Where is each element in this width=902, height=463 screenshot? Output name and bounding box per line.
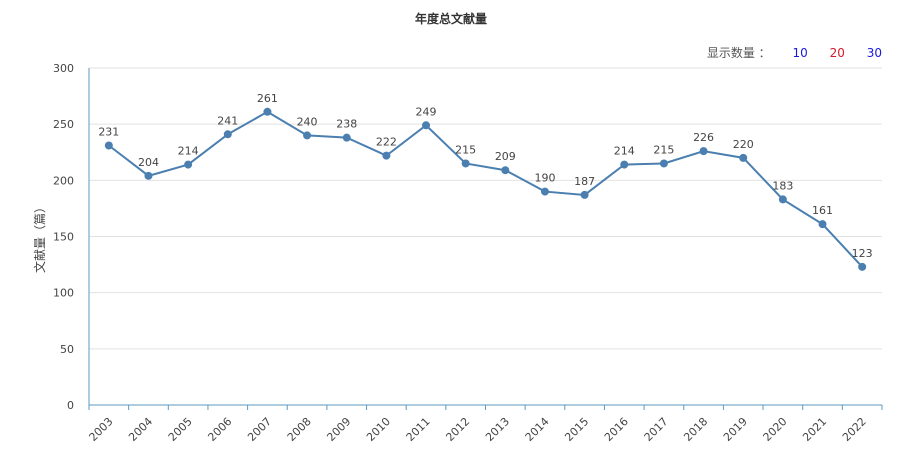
- data-point[interactable]: [422, 121, 431, 130]
- grid-lines: [89, 67, 882, 350]
- x-axis: 2003 2004 2005 2006 2007 2008 2009 2010 2011 2012…: [87, 404, 883, 444]
- count-option-30[interactable]: 30: [866, 46, 882, 60]
- x-tick-label: 2007: [245, 415, 274, 444]
- x-tick-label: 2003: [87, 415, 116, 444]
- data-point[interactable]: [659, 159, 668, 168]
- y-tick-label: 50: [60, 343, 74, 356]
- data-point[interactable]: [104, 141, 113, 150]
- data-label: 240: [297, 115, 318, 128]
- data-point[interactable]: [540, 187, 549, 196]
- count-option-10[interactable]: 10: [792, 46, 808, 60]
- data-point[interactable]: [382, 151, 391, 160]
- data-label: 222: [376, 136, 397, 149]
- data-point[interactable]: [342, 133, 351, 142]
- data-label: 261: [257, 92, 278, 105]
- data-point[interactable]: [303, 131, 312, 140]
- data-point[interactable]: [778, 195, 787, 204]
- data-point[interactable]: [739, 153, 748, 162]
- data-label: 226: [693, 131, 714, 144]
- x-tick-label: 2019: [721, 415, 750, 444]
- x-tick-label: 2018: [681, 415, 710, 444]
- data-point[interactable]: [144, 171, 153, 180]
- data-label: 190: [534, 172, 555, 185]
- y-tick-label: 250: [53, 118, 74, 131]
- x-tick-label: 2014: [523, 415, 552, 444]
- data-point[interactable]: [184, 160, 193, 169]
- data-label: 238: [336, 118, 357, 131]
- x-tick-label: 2017: [642, 415, 671, 444]
- x-tick-label: 2008: [285, 415, 314, 444]
- display-count-label: 显示数量 ：: [706, 46, 771, 60]
- data-point[interactable]: [223, 130, 232, 139]
- x-tick-label: 2022: [840, 415, 869, 444]
- x-tick-label: 2006: [205, 415, 234, 444]
- y-tick-label: 200: [53, 174, 74, 187]
- data-label: 231: [98, 126, 119, 139]
- x-tick-label: 2015: [562, 415, 591, 444]
- x-tick-label: 2009: [324, 415, 353, 444]
- data-label: 187: [574, 175, 595, 188]
- y-tick-label: 300: [53, 62, 74, 75]
- data-label: 249: [416, 105, 437, 118]
- x-tick-label: 2010: [364, 415, 393, 444]
- series-line: [108, 110, 863, 268]
- data-label: 161: [812, 204, 833, 217]
- y-axis: 0 50 100 150 200 250 300: [53, 62, 90, 412]
- data-label: 214: [614, 145, 635, 158]
- data-label: 215: [455, 143, 476, 156]
- data-point[interactable]: [461, 159, 470, 168]
- data-point[interactable]: [858, 262, 867, 271]
- data-point[interactable]: [620, 160, 629, 169]
- data-label: 209: [495, 150, 516, 163]
- y-tick-label: 150: [53, 231, 74, 244]
- display-count-selector: 显示数量 ： 10 20 30: [707, 44, 882, 61]
- data-label: 214: [178, 145, 199, 158]
- data-label: 183: [772, 179, 793, 192]
- data-label: 215: [653, 143, 674, 156]
- data-label: 204: [138, 156, 159, 169]
- data-point[interactable]: [263, 107, 272, 116]
- x-tick-label: 2012: [443, 415, 472, 444]
- chart-title: 年度总文献量: [414, 12, 487, 26]
- data-label: 220: [733, 138, 754, 151]
- x-tick-label: 2020: [761, 415, 790, 444]
- data-label: 241: [217, 114, 238, 127]
- data-label: 123: [852, 247, 873, 260]
- y-axis-label: 文献量（篇）: [32, 201, 47, 273]
- x-tick-label: 2016: [602, 415, 631, 444]
- y-tick-label: 100: [53, 287, 74, 300]
- count-option-20[interactable]: 20: [829, 46, 845, 60]
- y-tick-label: 0: [67, 399, 74, 412]
- x-tick-label: 2005: [166, 415, 195, 444]
- x-tick-label: 2021: [800, 415, 829, 444]
- x-tick-label: 2011: [404, 415, 433, 444]
- x-tick-label: 2004: [126, 415, 155, 444]
- data-point[interactable]: [580, 190, 589, 199]
- data-labels: 231 204 214 241 261 240 238 222 249 215 209 190 187 2…: [98, 92, 872, 260]
- data-point[interactable]: [699, 147, 708, 156]
- data-points: [104, 107, 867, 271]
- x-tick-label: 2013: [483, 415, 512, 444]
- data-point[interactable]: [818, 220, 827, 229]
- data-point[interactable]: [501, 166, 510, 175]
